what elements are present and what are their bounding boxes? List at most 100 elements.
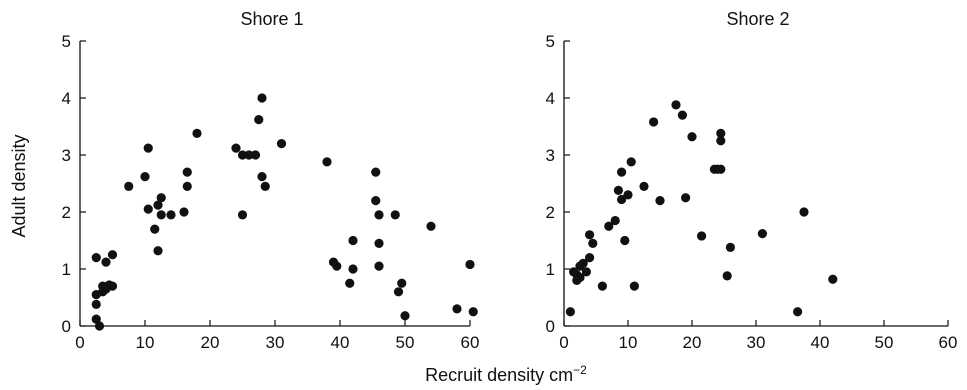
y-tick-label: 3	[62, 146, 71, 165]
scatter-point	[697, 231, 707, 241]
scatter-point	[799, 207, 809, 217]
scatter-point	[107, 250, 118, 260]
scatter-point	[143, 143, 153, 153]
scatter-point	[156, 210, 166, 220]
scatter-point	[681, 193, 691, 203]
scatter-point	[124, 181, 134, 191]
scatter-point	[620, 235, 630, 246]
scatter-point	[617, 167, 627, 177]
y-tick-label: 0	[62, 317, 71, 336]
scatter-point	[400, 311, 410, 321]
scatter-point	[348, 264, 358, 274]
scatter-point	[585, 253, 595, 263]
scatter-point	[371, 167, 381, 177]
scatter-point	[725, 242, 736, 252]
y-tick-label: 5	[62, 32, 71, 51]
x-tick-label: 20	[683, 333, 702, 352]
scatter-point	[182, 167, 192, 177]
scatter-point	[156, 193, 166, 203]
scatter-point	[91, 253, 101, 263]
scatter-point	[610, 215, 620, 226]
x-axis-title-superscript: −2	[573, 363, 587, 377]
panel-title: Shore 2	[726, 9, 789, 29]
scatter-point	[575, 272, 585, 283]
scatter-point	[374, 238, 384, 248]
scatter-point	[91, 314, 101, 324]
scatter-point	[426, 221, 436, 231]
x-tick-label: 20	[201, 333, 220, 352]
scatter-point	[565, 307, 576, 317]
x-tick-label: 50	[875, 333, 894, 352]
scatter-point	[588, 238, 598, 248]
y-axis-title: Adult density	[9, 134, 29, 237]
x-axis-title-text: Recruit density cm	[425, 365, 573, 385]
scatter-point	[393, 287, 404, 297]
x-tick-label: 0	[559, 333, 568, 352]
scatter-point	[257, 93, 267, 103]
scatter-point	[716, 128, 726, 138]
x-tick-label: 40	[811, 333, 830, 352]
scatter-point	[452, 304, 462, 314]
scatter-point	[91, 299, 101, 309]
scatter-point	[348, 235, 358, 246]
y-tick-label: 5	[546, 32, 555, 51]
scatter-point	[237, 210, 248, 220]
scatter-point	[371, 196, 381, 206]
scatter-point	[231, 143, 241, 153]
scatter-point	[671, 100, 681, 110]
scatter-point	[332, 261, 342, 271]
scatter-point	[140, 172, 150, 182]
scatter-point	[254, 115, 264, 125]
x-tick-label: 60	[939, 333, 958, 352]
scatter-point	[793, 307, 803, 317]
y-tick-label: 4	[62, 89, 71, 108]
scatter-point	[345, 278, 355, 288]
scatter-point	[722, 271, 732, 281]
y-tick-label: 4	[546, 89, 555, 108]
scatter-point	[257, 172, 267, 182]
x-tick-label: 50	[396, 333, 415, 352]
scatter-point	[716, 136, 726, 146]
scatter-point	[276, 139, 287, 149]
scatter-point	[101, 257, 111, 267]
x-tick-label: 60	[461, 333, 480, 352]
scatter-point	[192, 128, 202, 138]
scatter-point	[374, 261, 384, 271]
scatter-point	[397, 278, 407, 288]
scatter-point	[716, 164, 726, 174]
x-tick-label: 30	[266, 333, 285, 352]
scatter-point	[153, 246, 163, 256]
scatter-point	[107, 281, 118, 291]
x-axis-title: Recruit density cm−2	[425, 363, 587, 385]
y-tick-label: 1	[546, 260, 555, 279]
scatter-point	[150, 224, 160, 234]
scatter-point	[677, 110, 688, 120]
scatter-point	[757, 229, 768, 239]
scatter-point	[578, 258, 588, 268]
scatter-point	[604, 221, 614, 231]
x-tick-label: 40	[331, 333, 350, 352]
scatter-point	[322, 157, 332, 167]
panel-shore-1: Shore 1 0 10 20 30 40 50 60 0 1 2 3 4 5	[62, 9, 480, 352]
scatter-point	[623, 190, 633, 200]
x-tick-label: 10	[136, 333, 155, 352]
scatter-point	[182, 181, 192, 191]
scatter-point	[597, 281, 608, 291]
scatter-point	[639, 181, 649, 191]
y-tick-label: 2	[546, 203, 555, 222]
scatter-point	[390, 210, 400, 220]
scatter-point	[655, 196, 665, 206]
y-tick-label: 3	[546, 146, 555, 165]
scatter-point	[468, 307, 478, 317]
scatter-point	[585, 230, 595, 240]
y-tick-label: 2	[62, 203, 71, 222]
y-tick-label: 1	[62, 260, 71, 279]
panel-title: Shore 1	[240, 9, 303, 29]
scatter-point	[260, 181, 270, 191]
x-tick-label: 10	[619, 333, 638, 352]
scatter-point	[626, 157, 636, 167]
scatter-point	[143, 204, 153, 214]
scatter-point	[237, 150, 248, 160]
scatter-point	[244, 150, 254, 160]
